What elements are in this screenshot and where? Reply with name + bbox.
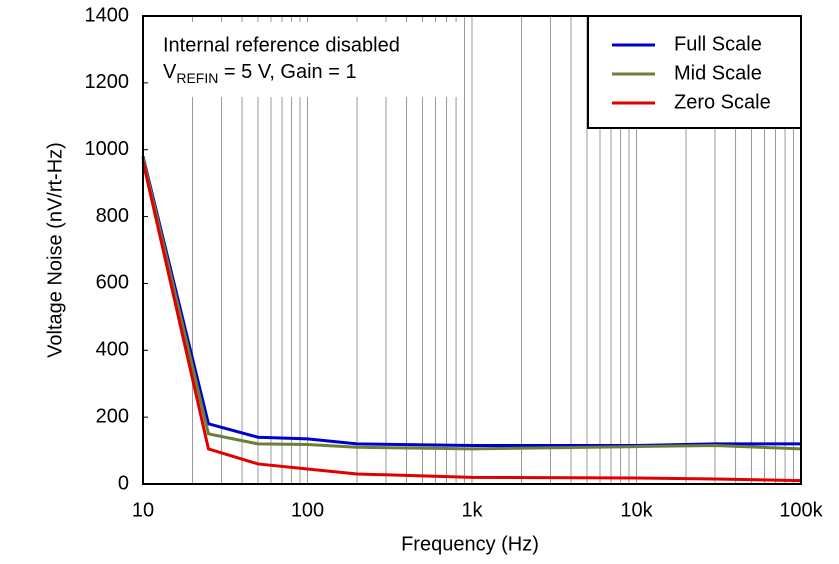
annotation-box [152, 22, 462, 97]
legend-label: Mid Scale [674, 62, 762, 84]
x-tick-label: 100 [291, 499, 324, 521]
x-tick-label: 1k [461, 499, 483, 521]
y-tick-label: 800 [96, 205, 129, 227]
annotation: VREFIN = 5 V, Gain = 1 [163, 61, 357, 85]
y-tick-label: 1200 [85, 71, 130, 93]
y-tick-label: 1000 [85, 138, 130, 160]
legend-label: Zero Scale [674, 91, 771, 113]
x-tick-label: 10 [132, 499, 154, 521]
annotation-part: V [163, 61, 177, 83]
x-tick-label: 100k [779, 499, 823, 521]
y-tick-label: 200 [96, 405, 129, 427]
x-axis-label: Frequency (Hz) [401, 533, 539, 555]
y-tick-label: 400 [96, 339, 129, 361]
x-tick-label: 10k [620, 499, 653, 521]
legend-label: Full Scale [674, 33, 762, 55]
y-tick-label: 0 [118, 472, 129, 494]
y-axis-label: Voltage Noise (nV/rt-Hz) [44, 142, 66, 358]
legend-box [587, 15, 802, 129]
y-tick-label: 1400 [85, 4, 130, 26]
y-tick-label: 600 [96, 272, 129, 294]
series-line [141, 161, 802, 483]
annotation: Internal reference disabled [163, 34, 400, 56]
annotation-part: = 5 V, Gain = 1 [218, 61, 356, 83]
annotation-sub: REFIN [176, 70, 218, 86]
plot-frame [142, 15, 802, 485]
series-line [141, 157, 802, 451]
